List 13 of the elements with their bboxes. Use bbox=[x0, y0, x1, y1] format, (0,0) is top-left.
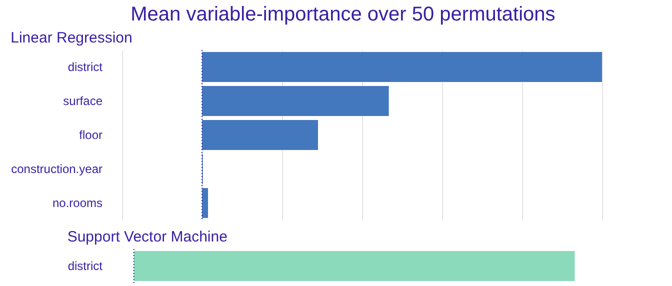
bar bbox=[202, 52, 602, 82]
bar bbox=[202, 120, 318, 150]
y-tick-label: construction.year bbox=[11, 162, 102, 176]
y-tick-label: surface bbox=[63, 94, 103, 108]
y-tick-label: floor bbox=[79, 128, 103, 142]
bar bbox=[202, 188, 208, 218]
chart-title: Support Vector Machine bbox=[67, 228, 228, 246]
text: Linear Regression bbox=[10, 30, 132, 46]
y-tick-label: district bbox=[68, 60, 104, 74]
y-tick-label: district bbox=[68, 259, 104, 273]
bar bbox=[202, 86, 389, 116]
y-tick-label: no.rooms bbox=[52, 196, 102, 210]
chart-title: Mean variable-importance over 50 permutations bbox=[130, 4, 556, 26]
